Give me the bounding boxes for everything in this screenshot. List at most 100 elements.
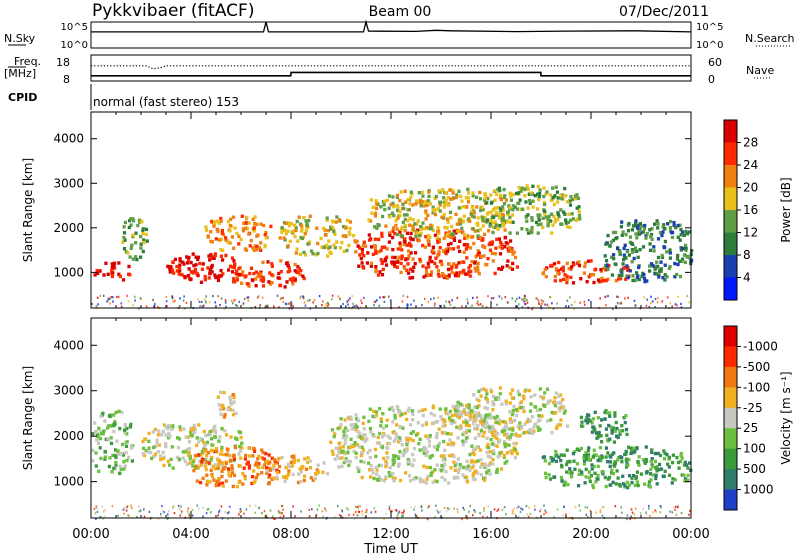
velocity-echo-cell	[414, 433, 418, 437]
power-echo-cell	[399, 270, 403, 275]
power-echo-cell	[499, 209, 503, 213]
power-echo-cell	[533, 194, 537, 198]
power-echo-cell	[383, 207, 387, 212]
velocity-clutter-cell	[352, 513, 355, 516]
velocity-echo-cell	[459, 402, 463, 406]
power-echo-cell	[556, 218, 560, 222]
power-echo-cell	[577, 260, 581, 264]
velocity-clutter-cell	[239, 511, 242, 514]
velocity-echo-cell	[620, 456, 624, 460]
velocity-echo-cell	[91, 448, 95, 453]
power-echo-cell	[393, 262, 397, 267]
power-echo-cell	[637, 232, 641, 236]
velocity-echo-cell	[231, 484, 235, 489]
velocity-echo-cell	[329, 440, 333, 444]
power-echo-cell	[441, 272, 445, 276]
power-echo-cell	[95, 268, 99, 273]
velocity-echo-region	[266, 454, 330, 485]
velocity-echo-cell	[141, 439, 145, 444]
velocity-colorbar-swatch	[724, 428, 737, 450]
velocity-echo-cell	[414, 476, 418, 480]
power-clutter-cell	[352, 302, 354, 305]
velocity-echo-cell	[375, 468, 379, 472]
velocity-echo-cell	[515, 452, 519, 456]
velocity-echo-cell	[220, 426, 224, 431]
velocity-echo-cell	[420, 408, 424, 413]
power-echo-cell	[521, 207, 525, 211]
velocity-echo-cell	[454, 475, 458, 479]
velocity-echo-cell	[416, 421, 420, 425]
power-echo-cell	[210, 254, 214, 259]
velocity-echo-cell	[508, 417, 512, 421]
velocity-echo-cell	[302, 478, 306, 483]
power-echo-cell	[661, 230, 665, 234]
velocity-clutter-cell	[136, 516, 138, 519]
power-echo-cell	[526, 206, 530, 210]
velocity-echo-cell	[175, 455, 180, 460]
power-echo-cell	[526, 187, 530, 191]
power-clutter-cell	[504, 296, 507, 299]
power-echo-cell	[490, 251, 494, 256]
velocity-echo-cell	[457, 468, 461, 472]
power-clutter-cell	[524, 300, 527, 303]
power-echo-cell	[490, 240, 495, 244]
power-clutter-cell	[448, 300, 450, 303]
velocity-echo-cell	[399, 438, 403, 442]
velocity-echo-cell	[221, 484, 225, 488]
power-colorbar-tick-label: 28	[743, 136, 758, 150]
power-echo-cell	[662, 223, 666, 227]
velocity-echo-cell	[486, 413, 490, 417]
velocity-echo-cell	[195, 479, 199, 483]
power-echo-cell	[503, 194, 507, 198]
power-echo-cell	[426, 226, 430, 230]
velocity-echo-cell	[456, 436, 460, 440]
velocity-clutter-cell	[648, 504, 650, 508]
velocity-echo-cell	[349, 437, 353, 441]
velocity-echo-cell	[475, 405, 479, 410]
velocity-echo-cell	[368, 407, 372, 411]
velocity-echo-cell	[143, 437, 147, 441]
velocity-echo-cell	[205, 479, 209, 483]
velocity-echo-cell	[683, 479, 687, 483]
power-echo-cell	[631, 242, 635, 246]
power-echo-cell	[296, 270, 300, 275]
power-echo-cell	[468, 264, 472, 268]
power-echo-cell	[438, 200, 442, 205]
power-clutter-cell	[356, 305, 359, 308]
power-echo-cell	[224, 253, 228, 258]
velocity-echo-cell	[667, 473, 672, 477]
velocity-echo-cell	[483, 478, 487, 482]
power-echo-cell	[565, 274, 569, 279]
velocity-echo-cell	[470, 465, 474, 470]
velocity-echo-cell	[443, 448, 447, 453]
power-echo-cell	[680, 230, 685, 234]
velocity-echo-cell	[526, 417, 530, 421]
velocity-echo-cell	[369, 463, 373, 468]
velocity-echo-cell	[537, 414, 541, 418]
velocity-echo-cell	[437, 441, 441, 446]
power-echo-cell	[621, 266, 626, 271]
power-echo-cell	[401, 220, 405, 225]
power-echo-cell	[451, 247, 455, 251]
power-clutter-cell	[599, 297, 601, 300]
velocity-echo-cell	[503, 440, 507, 444]
velocity-echo-cell	[388, 436, 392, 440]
velocity-echo-cell	[671, 453, 675, 457]
power-echo-cell	[324, 233, 328, 237]
velocity-echo-cell	[313, 472, 318, 476]
power-echo-cell	[564, 221, 568, 225]
velocity-colorbar-label: Velocity [m s⁻¹]	[779, 371, 793, 464]
power-echo-cell	[194, 255, 198, 259]
power-clutter-cell	[247, 299, 250, 302]
power-echo-cell	[465, 236, 469, 240]
power-echo-cell	[631, 274, 635, 278]
velocity-echo-cell	[461, 439, 465, 443]
power-echo-cell	[640, 274, 644, 279]
power-echo-cell	[662, 226, 666, 231]
power-echo-cell	[682, 233, 686, 237]
power-echo-cell	[124, 250, 128, 254]
velocity-echo-cell	[107, 464, 111, 469]
velocity-echo-cell	[219, 390, 223, 394]
velocity-clutter-cell	[655, 510, 658, 513]
velocity-echo-cell	[391, 454, 396, 458]
